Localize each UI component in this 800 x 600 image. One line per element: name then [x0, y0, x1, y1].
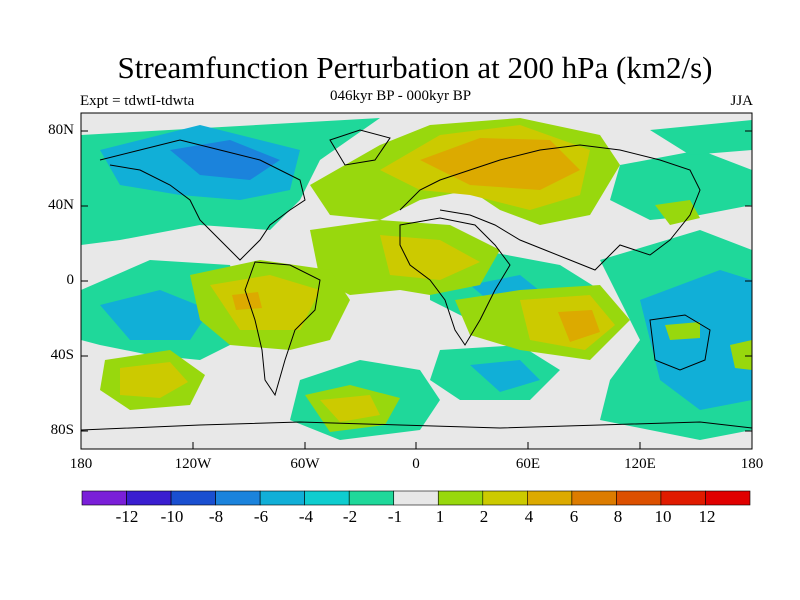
coast-australia	[649, 314, 711, 371]
colorbar-label: -10	[160, 507, 184, 526]
x-label-0: 0	[412, 456, 420, 472]
coastlines	[81, 129, 752, 431]
y-label-80S: 80S	[50, 422, 74, 438]
contour-south-indian-neg-inner	[470, 360, 540, 392]
contour-south-america-pos-inner	[210, 275, 320, 330]
x-label-180w: 180	[69, 456, 93, 472]
x-label-180e: 180	[740, 456, 764, 472]
contour-field	[81, 113, 752, 449]
contour-pacific-tropics-neg-inner	[100, 290, 210, 340]
colorbar-swatch	[660, 490, 706, 506]
colorbar-label: 12	[698, 507, 716, 526]
contour-north-pacific-east-neg	[650, 120, 752, 155]
colorbar	[81, 490, 751, 506]
x-label-60e: 60E	[515, 456, 541, 472]
x-tick-marks	[80, 442, 753, 449]
y-label-80N: 80N	[48, 122, 74, 138]
coast-greenland	[329, 129, 391, 166]
colorbar-swatch	[616, 490, 662, 506]
contour-south-atlantic-pos-inner	[320, 395, 380, 422]
colorbar-label: 4	[524, 507, 534, 526]
contour-south-america-pos-core	[232, 292, 262, 310]
colorbar-label: -2	[342, 507, 358, 526]
colorbar-swatch	[215, 490, 261, 506]
colorbar-swatch	[304, 490, 350, 506]
colorbar-swatch	[437, 490, 484, 506]
colorbar-label: 1	[435, 507, 445, 526]
contour-west-pacific-neg-inner	[640, 270, 752, 410]
colorbar-label: 2	[479, 507, 489, 526]
colorbar-label: -6	[253, 507, 269, 526]
contour-east-pacific-pos	[730, 340, 752, 370]
x-label-60w: 60W	[290, 456, 320, 472]
colorbar-swatch	[527, 490, 573, 506]
colorbar-swatch	[571, 490, 617, 506]
contour-atlantic-tropics-pos-inner	[380, 235, 480, 280]
y-label-40N: 40N	[48, 197, 74, 213]
contour-canada-neg	[170, 140, 280, 180]
colorbar-swatch	[705, 490, 751, 506]
colorbar-swatch	[482, 490, 528, 506]
x-label-120w: 120W	[174, 456, 212, 472]
chart-title: Streamfunction Perturbation at 200 hPa (…	[117, 50, 713, 85]
x-label-120e: 120E	[624, 456, 656, 472]
colorbar-label: -12	[115, 507, 139, 526]
experiment-label: Expt = tdwtI-tdwta	[80, 93, 195, 109]
colorbar-swatch	[393, 490, 439, 506]
coast-africa	[399, 217, 511, 346]
coast-south-america	[244, 261, 321, 397]
colorbar-swatch	[126, 490, 172, 506]
contour-south-pacific-pos-inner	[120, 362, 188, 398]
coast-antarctica	[81, 421, 752, 431]
y-label-0: 0	[66, 272, 75, 288]
colorbar-label: -4	[298, 507, 314, 526]
colorbar-swatch	[170, 490, 216, 506]
contour-east-asia-neg	[610, 150, 752, 220]
period-label: 046kyr BP - 000kyr BP	[330, 88, 472, 104]
colorbar-label: -8	[208, 507, 224, 526]
season-label: JJA	[730, 93, 753, 109]
colorbar-label: 8	[613, 507, 623, 526]
colorbar-swatch	[259, 490, 305, 506]
y-tick-marks	[81, 130, 752, 432]
colorbar-swatch	[81, 490, 127, 506]
colorbar-label: -1	[387, 507, 403, 526]
colorbar-swatch	[348, 490, 395, 506]
colorbar-label: 6	[569, 507, 579, 526]
colorbar-label: 10	[654, 507, 672, 526]
coast-north-america	[99, 139, 306, 261]
contour-japan-pos	[655, 200, 700, 225]
y-label-40S: 40S	[50, 347, 74, 363]
contour-australia-pos	[665, 322, 700, 340]
contour-siberia-pos-core	[420, 138, 580, 190]
contour-indian-ocean-pos-core	[558, 310, 600, 342]
coast-europe-asia	[399, 144, 701, 271]
